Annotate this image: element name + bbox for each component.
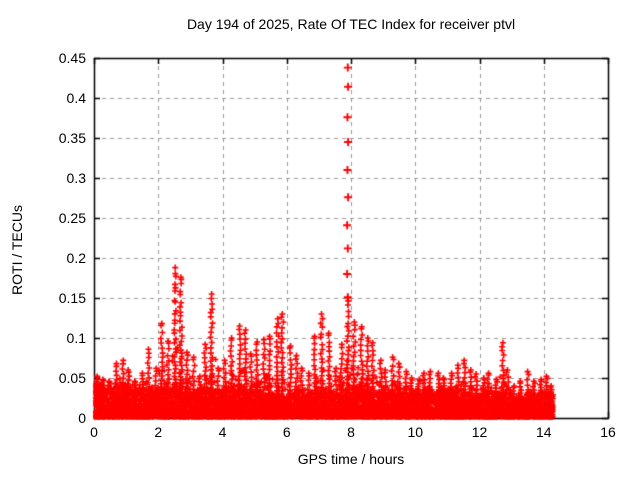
y-tick-label: 0 (78, 410, 86, 426)
y-tick-label: 0.25 (58, 210, 86, 226)
x-tick-label: 0 (90, 424, 98, 440)
x-tick-label: 8 (347, 424, 355, 440)
y-tick-label: 0.1 (66, 330, 86, 346)
x-tick-label: 10 (407, 424, 424, 440)
y-tick-label: 0.2 (66, 250, 86, 266)
x-axis-label: GPS time / hours (297, 451, 405, 467)
x-tick-label: 6 (282, 424, 291, 440)
x-tick-label: 14 (535, 424, 552, 440)
y-tick-label: 0.3 (66, 170, 86, 186)
x-tick-label: 4 (218, 424, 227, 440)
x-tick-label: 16 (600, 424, 616, 440)
y-tick-label: 0.35 (58, 130, 86, 146)
y-tick-label: 0.45 (58, 50, 86, 66)
x-tick-label: 12 (471, 424, 488, 440)
y-tick-label: 0.05 (58, 370, 86, 386)
chart-title: Day 194 of 2025, Rate Of TEC Index for r… (186, 16, 516, 32)
x-tick-label: 2 (154, 424, 163, 440)
y-tick-label: 0.15 (58, 290, 86, 306)
y-tick-label: 0.4 (66, 90, 86, 106)
